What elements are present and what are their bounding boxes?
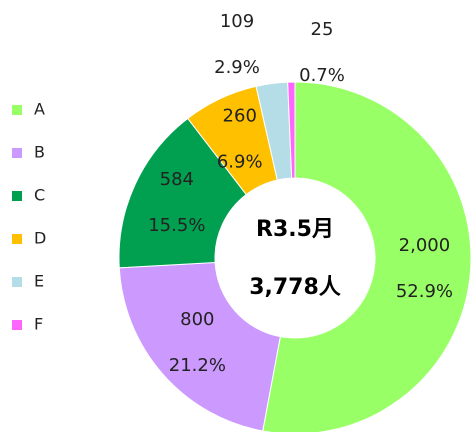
legend-swatch (12, 234, 22, 244)
wedge (118, 261, 281, 432)
share-label: 2.9% (214, 57, 260, 78)
center-total: 3,778人 (249, 275, 341, 300)
legend-label: A (34, 100, 45, 119)
share-label: 6.9% (217, 151, 263, 172)
donut (118, 81, 471, 432)
value-label: 2,000 (399, 235, 451, 256)
share-label: 52.9% (396, 281, 453, 302)
legend-label: F (34, 315, 43, 334)
value-label: 584 (160, 169, 194, 190)
center-title: R3.5月 (256, 217, 334, 242)
value-label: 109 (220, 11, 254, 32)
value-label: 260 (223, 105, 257, 126)
legend-swatch (12, 320, 22, 330)
share-label: 0.7% (299, 65, 345, 86)
wedge (262, 81, 471, 432)
legend-label: D (34, 229, 46, 248)
legend-label: E (34, 272, 44, 291)
value-label: 25 (311, 19, 334, 40)
share-label: 21.2% (169, 355, 226, 376)
legend-swatch (12, 105, 22, 115)
wedge (287, 81, 296, 179)
value-label: 800 (180, 309, 214, 330)
wedge (118, 117, 247, 269)
legend-label: B (34, 143, 45, 162)
share-label: 15.5% (148, 215, 205, 236)
legend-label: C (34, 186, 45, 205)
legend-swatch (12, 148, 22, 158)
legend-swatch (12, 277, 22, 287)
donut-hole (215, 178, 375, 338)
legend-swatch (12, 191, 22, 201)
